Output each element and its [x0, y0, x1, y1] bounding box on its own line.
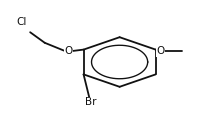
Text: O: O: [64, 46, 73, 56]
Text: Cl: Cl: [17, 17, 27, 27]
Text: O: O: [156, 46, 164, 56]
Text: Br: Br: [85, 97, 96, 107]
